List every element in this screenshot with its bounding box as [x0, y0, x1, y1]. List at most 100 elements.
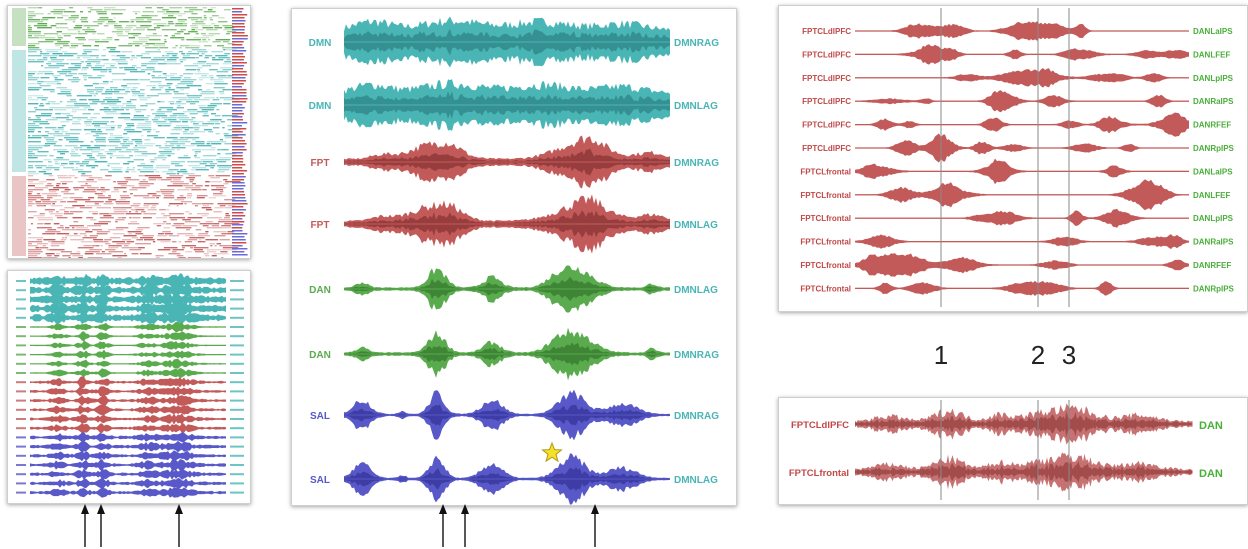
row-left-label: SAL [310, 475, 330, 486]
matrix-overview [12, 7, 248, 258]
stream-inner [855, 461, 1193, 483]
mini-stream-row [16, 386, 244, 397]
stream-row-dmn: DMN DMNLAG [309, 79, 718, 131]
stream-outer [855, 253, 1189, 277]
row-right-label: DMNLAG [674, 220, 718, 231]
mini-stream-row [16, 301, 244, 316]
mini-stream-row [16, 395, 244, 407]
mini-stream-row [16, 349, 244, 360]
row-right-label: DMNRAG [674, 411, 719, 422]
mini-stream-row [16, 368, 244, 378]
star-icon [541, 441, 563, 463]
fpt-dan-row: FPTCLfrontal DANLpIPS [800, 208, 1234, 228]
fpt-dan-aggregate-graph: FPTCLdlPFC DAN FPTCLfrontal DAN [789, 403, 1223, 492]
mini-stream-row [16, 413, 244, 425]
left-top-matrix-panel [7, 5, 251, 259]
mini-stream-row [16, 423, 244, 434]
mini-stream-row [16, 321, 244, 333]
up-arrow-icon [461, 504, 469, 547]
stream-row-fpt: FPT DMNLAG [311, 194, 718, 254]
row-right-label: DANRpIPS [1193, 144, 1235, 153]
fpt-dan-aggregate-row: FPTCLdlPFC DAN [791, 403, 1223, 445]
mini-stream-row [16, 440, 244, 453]
stream-row-dan: DAN DMNLAG [309, 265, 718, 313]
matrix-band [12, 49, 241, 175]
fpt-dan-row: FPTCLdlPFC DANLaIPS [802, 21, 1233, 41]
row-left-label: FPTCLdlPFC [802, 121, 851, 130]
up-arrow-icon [175, 504, 183, 547]
matrix-band [12, 175, 241, 258]
row-left-label: DMN [309, 38, 332, 49]
center-streams-panel: DMN DMNRAG DMN DMNLAG FPT DMNRAG FPT DMNLAG DAN D… [291, 8, 737, 506]
matrix-band [12, 7, 237, 49]
stream-outer [855, 90, 1189, 113]
fpt-dan-row: FPTCLfrontal DANRFEF [800, 253, 1231, 277]
row-right-label: DMNRAG [674, 350, 719, 361]
row-left-label: FPT [311, 158, 330, 169]
fpt-dan-row: FPTCLdlPFC DANRFEF [802, 112, 1231, 137]
up-arrow-icon [591, 504, 599, 547]
mini-stream-row [16, 331, 244, 341]
row-left-label: SAL [310, 411, 330, 422]
row-left-label: FPTCLfrontal [800, 261, 851, 270]
fpt-dan-row: FPTCLfrontal DANLFEF [800, 179, 1230, 211]
row-right-label: DAN [1199, 468, 1223, 480]
row-left-label: FPTCLfrontal [800, 284, 851, 293]
up-arrow-icon [97, 504, 105, 547]
stream-inner [855, 410, 1193, 438]
fpt-dan-row: FPTCLdlPFC DANRpIPS [802, 133, 1235, 163]
row-left-label: FPTCLfrontal [800, 191, 851, 200]
stream-outer [855, 208, 1189, 228]
row-left-label: FPT [311, 220, 330, 231]
row-right-label: DANRFEF [1193, 261, 1231, 270]
mini-stream-row [16, 273, 244, 289]
mini-stream-row [16, 458, 244, 472]
row-right-label: DMNLAG [674, 475, 718, 486]
mini-stream-row [16, 292, 244, 307]
row-right-label: DANLpIPS [1193, 214, 1234, 223]
row-right-label: DANRaIPS [1193, 238, 1234, 247]
fpt-dan-row: FPTCLfrontal DANRaIPS [800, 234, 1234, 250]
mini-stream-row [16, 487, 244, 498]
fpt-dan-row: FPTCLdlPFC DANLpIPS [802, 68, 1234, 88]
matrix-row-labels [232, 8, 248, 256]
stream-row-dmn: DMN DMNRAG [309, 16, 719, 68]
marker-number: 1 [934, 340, 948, 370]
row-left-label: FPTCLfrontal [800, 214, 851, 223]
stream-row-sal: SAL DMNRAG [310, 389, 719, 441]
row-left-label: FPTCLfrontal [789, 468, 849, 479]
marker-number: 3 [1062, 340, 1076, 370]
row-left-label: FPTCLdlPFC [802, 144, 851, 153]
row-left-label: FPTCLdlPFC [791, 420, 849, 431]
row-right-label: DANRpIPS [1193, 284, 1235, 293]
mini-stream-row [16, 404, 244, 416]
row-right-label: DMNRAG [674, 38, 719, 49]
marker-number: 2 [1031, 340, 1045, 370]
row-right-label: DMNLAG [674, 285, 718, 296]
stream-outer [855, 133, 1189, 163]
row-right-label: DANLFEF [1193, 191, 1230, 200]
mini-stream-row [16, 340, 244, 351]
fpt-dan-row: FPTCLdlPFC DANLFEF [802, 44, 1230, 65]
stream-outer [855, 158, 1189, 185]
right-top-streams-panel: FPTCLdlPFC DANLaIPS FPTCLdlPFC DANLFEF FPTCL… [778, 5, 1248, 312]
row-left-label: FPTCLdlPFC [802, 50, 851, 59]
row-right-label: DANRaIPS [1193, 97, 1234, 106]
stream-outer [855, 179, 1189, 211]
row-left-label: FPTCLdlPFC [802, 97, 851, 106]
row-left-label: DAN [309, 285, 331, 296]
mini-stream-row [16, 376, 244, 389]
row-right-label: DANLaIPS [1193, 167, 1233, 176]
mini-stream-row [16, 450, 244, 462]
row-left-label: FPTCLdlPFC [802, 27, 851, 36]
stream-outer [855, 68, 1189, 88]
mini-stream-row [16, 468, 244, 481]
stream-row-sal: SAL DMNLAG [310, 453, 718, 505]
mini-stream-row [16, 311, 244, 325]
fpt-dan-row: FPTCLfrontal DANLaIPS [800, 158, 1233, 185]
mini-stream-row [16, 477, 244, 489]
row-right-label: DANLaIPS [1193, 27, 1233, 36]
fpt-dan-row: FPTCLfrontal DANRpIPS [800, 280, 1235, 296]
